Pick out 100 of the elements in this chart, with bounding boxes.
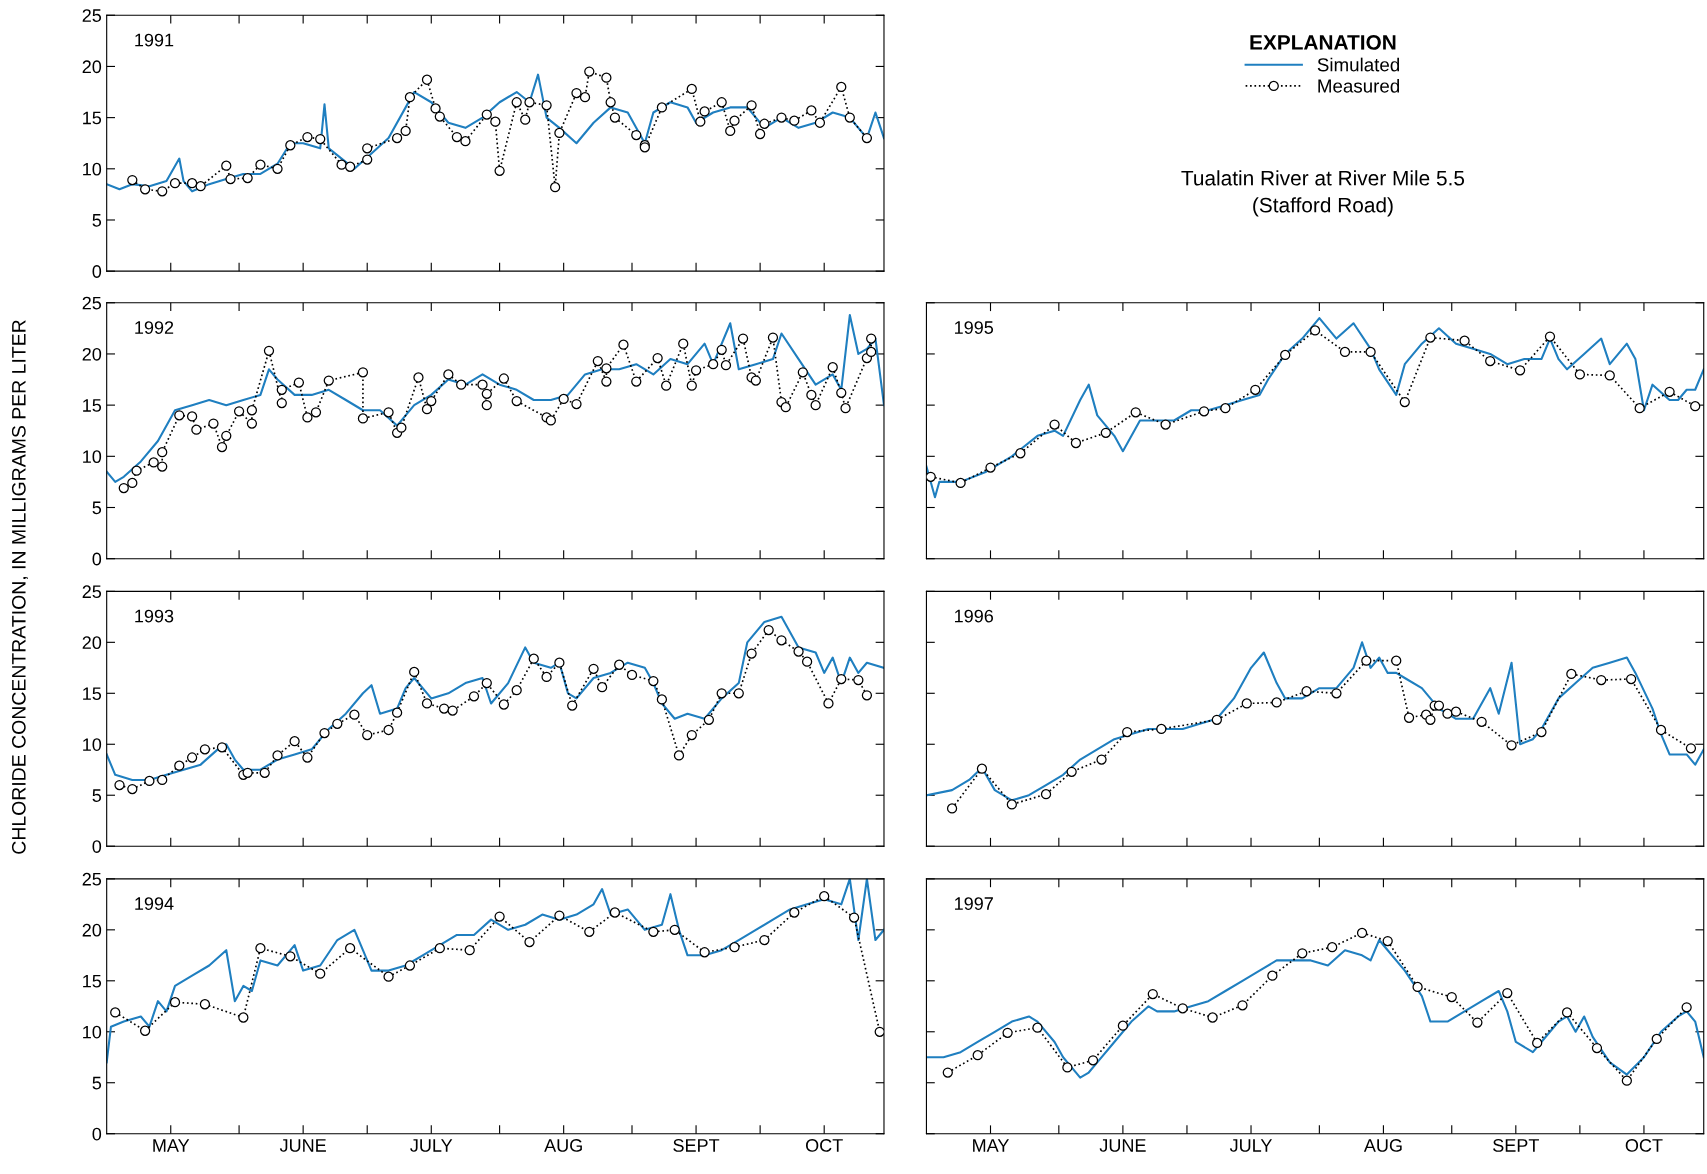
point <box>1382 935 1393 947</box>
y-tick-label: 0 <box>92 552 102 566</box>
point <box>1356 927 1368 939</box>
point <box>793 646 804 657</box>
point <box>673 750 685 761</box>
point <box>1561 1007 1573 1018</box>
point <box>759 934 770 946</box>
point <box>942 1067 953 1078</box>
x-tick-label: JUNE <box>1099 1139 1146 1152</box>
y-tick-label: 5 <box>92 1076 102 1090</box>
point <box>716 688 727 699</box>
point <box>1621 1075 1632 1086</box>
point <box>1442 708 1453 719</box>
x-tick-label: JULY <box>1229 1139 1273 1152</box>
point <box>874 1026 884 1037</box>
point <box>494 911 505 922</box>
point <box>1634 403 1645 414</box>
y-tick-label: 0 <box>92 840 102 853</box>
point <box>1177 1003 1188 1014</box>
point <box>1049 419 1060 430</box>
point <box>1450 706 1462 717</box>
point <box>648 675 659 687</box>
x-tick-label: SEPT <box>673 1139 720 1152</box>
point <box>926 471 936 482</box>
point <box>1087 1055 1099 1066</box>
y-tick-label: 5 <box>92 789 102 802</box>
point <box>315 968 326 979</box>
point <box>1339 346 1351 358</box>
point <box>1596 674 1607 686</box>
point <box>1280 349 1291 361</box>
point <box>946 803 958 814</box>
legend-title: EXPLANATION <box>1250 35 1396 50</box>
y-tick-label: 25 <box>82 585 102 599</box>
point <box>848 912 860 923</box>
point <box>1267 970 1278 981</box>
point <box>1625 673 1637 685</box>
point <box>1433 700 1445 711</box>
point <box>1015 448 1026 459</box>
point <box>1147 988 1158 1000</box>
point <box>1506 740 1517 751</box>
point <box>656 694 668 705</box>
point <box>1066 766 1077 777</box>
point <box>1361 655 1372 666</box>
point <box>976 763 988 774</box>
annotation: 1995 <box>955 321 994 334</box>
point <box>1271 697 1282 708</box>
point <box>255 943 266 954</box>
annotation: 1992 <box>135 321 174 334</box>
point <box>1032 1022 1043 1033</box>
point <box>285 951 296 962</box>
point <box>1514 365 1526 376</box>
point <box>1403 712 1415 723</box>
point <box>703 714 715 725</box>
x-tick-label: JULY <box>410 1139 453 1152</box>
point <box>955 477 966 489</box>
point <box>199 744 211 755</box>
point <box>468 691 480 702</box>
x-tick-label: AUG <box>544 1139 582 1152</box>
text: Tualatin River at River Mile 5.5 (Stafford Road) <box>1181 170 1465 217</box>
point <box>1122 726 1133 738</box>
y-tick-label: 15 <box>83 974 102 988</box>
annotation: 1996 <box>955 609 994 623</box>
y-tick-label: 20 <box>82 347 102 361</box>
point <box>447 705 458 716</box>
point <box>1485 355 1496 367</box>
point <box>259 767 270 778</box>
point <box>302 752 313 763</box>
x-tick-label: OCT <box>1625 1139 1663 1152</box>
legend-label: Simulated <box>1317 57 1400 72</box>
point <box>1425 332 1436 343</box>
point <box>144 775 155 787</box>
point <box>289 736 300 747</box>
y-tick-label: 15 <box>83 399 102 412</box>
point <box>383 724 394 736</box>
point <box>157 774 168 786</box>
point <box>528 653 539 664</box>
point <box>1100 427 1111 438</box>
point <box>1156 723 1167 735</box>
point <box>686 729 697 741</box>
x-tick-label: MAY <box>973 1139 1009 1152</box>
point <box>1062 1062 1073 1073</box>
point <box>174 760 185 771</box>
point <box>1117 1020 1129 1031</box>
y-tick-label: 25 <box>82 872 102 886</box>
point <box>1476 716 1487 727</box>
point <box>1446 991 1457 1003</box>
point <box>669 924 680 935</box>
point <box>1070 437 1082 449</box>
point <box>1237 1000 1248 1011</box>
point <box>1130 407 1141 418</box>
point <box>1472 1017 1483 1028</box>
point <box>1327 942 1338 953</box>
point <box>524 936 535 948</box>
point <box>110 1007 121 1018</box>
point <box>319 727 330 739</box>
point <box>1591 1042 1603 1054</box>
point <box>464 945 475 956</box>
y-tick-label: 15 <box>83 687 102 701</box>
point <box>498 699 510 710</box>
point <box>511 685 522 696</box>
